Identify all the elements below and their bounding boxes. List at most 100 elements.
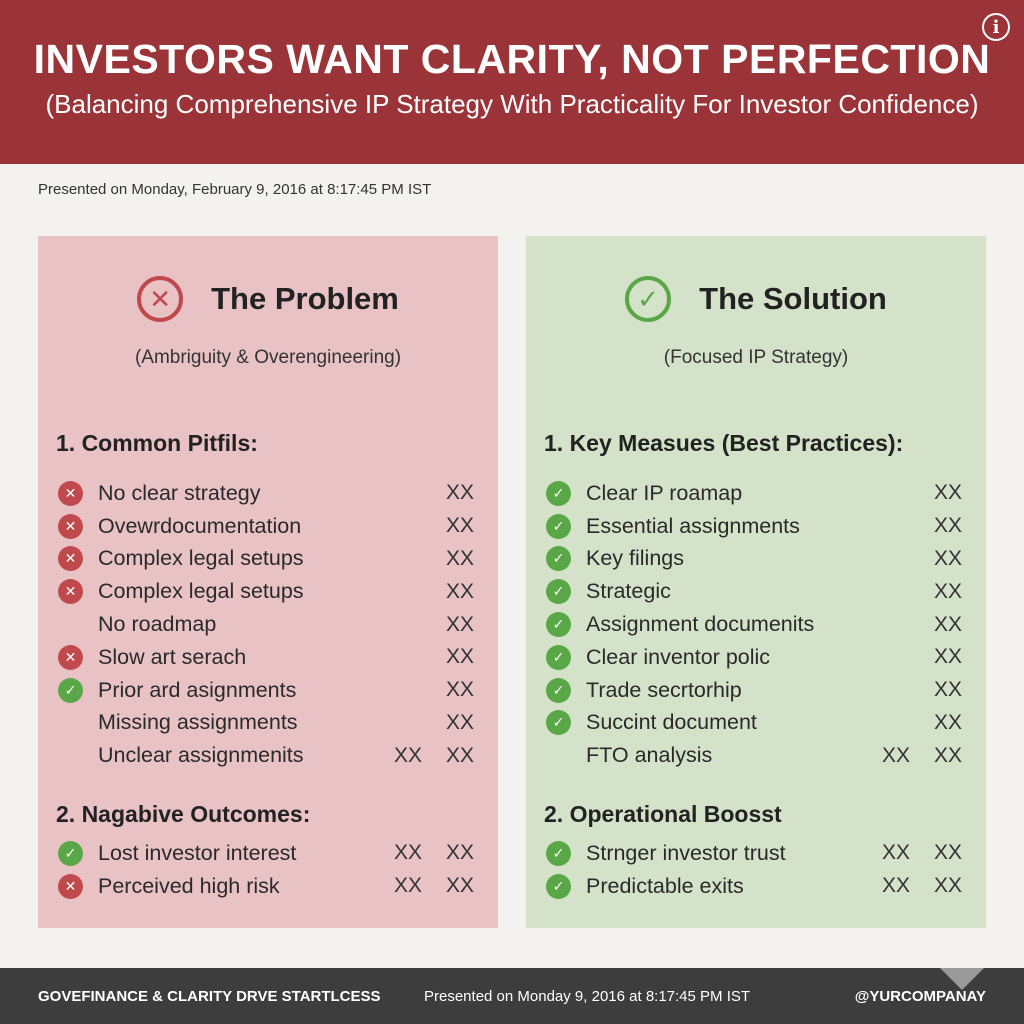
list-item: ✓ Prior ard asignments XX (58, 674, 474, 707)
list-item-value: XX (881, 841, 910, 865)
list-item-label: Clear IP roamap (586, 480, 743, 505)
list-item-values: XX (442, 678, 474, 702)
x-mark-icon: ✕ (58, 644, 83, 670)
check-mark-icon: ✓ (58, 840, 83, 866)
list-item-label: Key filings (586, 546, 684, 571)
list-item-value: XX (393, 874, 422, 898)
list-item-value: XX (933, 481, 962, 505)
solution-header: ✓ The Solution (526, 276, 986, 322)
list-item-values: XX (930, 514, 962, 538)
check-mark-icon: ✓ (546, 480, 571, 506)
info-icon[interactable]: i (982, 13, 1010, 41)
x-mark-icon: ✕ (58, 579, 83, 605)
list-item-values: XX XX (390, 874, 474, 898)
footer-handle: @YURCOMPANAY (854, 988, 986, 1005)
list-item-values: XX (930, 580, 962, 604)
presented-date: Presented on Monday, February 9, 2016 at… (38, 181, 432, 198)
list-item-value: XX (393, 841, 422, 865)
list-item-label: Assignment documenits (586, 612, 815, 637)
list-item-values: XX (930, 547, 962, 571)
list-item-value: XX (445, 612, 474, 636)
list-item-label: Lost investor interest (98, 840, 297, 865)
list-item-values: XX (442, 547, 474, 571)
problem-title: The Problem (211, 281, 399, 316)
list-item-values: XX (930, 481, 962, 505)
page-title: INVESTORS WANT CLARITY, NOT PERFECTION (33, 36, 991, 82)
list-item-label: Perceived high risk (98, 873, 280, 898)
list-item-value: XX (445, 743, 474, 767)
list-item-label: Missing assignments (98, 710, 298, 735)
list-item-label: No roadmap (98, 612, 217, 637)
list-item-value: XX (445, 579, 474, 603)
list-item-label: Trade secrtorhip (586, 677, 742, 702)
list-item-values: XX (930, 678, 962, 702)
list-item: ✕ Perceived high risk XX XX (58, 870, 474, 903)
list-item-label: Strategic (586, 579, 671, 604)
problem-pitfalls-list: ✕ No clear strategy XX ✕ Ovewrdocumentation X… (58, 477, 474, 772)
check-mark-icon: ✓ (546, 579, 571, 605)
list-item-label: Ovewrdocumentation (98, 513, 302, 538)
list-item-values: XX (442, 481, 474, 505)
list-item-value: XX (933, 514, 962, 538)
check-mark-icon: ✓ (546, 840, 571, 866)
list-item-value: XX (933, 546, 962, 570)
blank-icon (58, 612, 83, 637)
solution-section2-title: 2. Operational Boosst (544, 801, 782, 827)
list-item-label: Prior ard asignments (98, 677, 297, 702)
page-subtitle: (Balancing Comprehensive IP Strategy Wit… (45, 89, 979, 119)
list-item-values: XX XX (878, 744, 962, 768)
list-item-values: XX (442, 711, 474, 735)
list-item-label: Strnger investor trust (586, 840, 786, 865)
x-mark-icon: ✕ (58, 873, 83, 899)
list-item: ✓ Strnger investor trust XX XX (546, 837, 962, 870)
footer-tagline: GOVEFINANCE & CLARITY DRVE STARTLCESS (38, 988, 381, 1005)
list-item-values: XX XX (878, 841, 962, 865)
problem-section1-title: 1. Common Pitfils: (56, 430, 258, 456)
list-item-value: XX (933, 710, 962, 734)
list-item-label: Unclear assignmenits (98, 743, 304, 768)
list-item: ✓ Trade secrtorhip XX (546, 674, 962, 707)
problem-section2-title: 2. Nagabive Outcomes: (56, 801, 311, 827)
list-item-value: XX (445, 481, 474, 505)
list-item-label: Complex legal setups (98, 546, 304, 571)
list-item: ✓ Assignment documenits XX (546, 608, 962, 641)
list-item-value: XX (933, 612, 962, 636)
list-item-label: Predictable exits (586, 873, 744, 898)
list-item-label: No clear strategy (98, 480, 261, 505)
solution-boost-list: ✓ Strnger investor trust XX XX ✓ Predictable … (546, 837, 962, 903)
blank-icon (58, 743, 83, 768)
list-item: ✕ Ovewrdocumentation XX (58, 510, 474, 543)
list-item-value: XX (933, 579, 962, 603)
x-mark-icon: ✕ (58, 546, 83, 572)
blank-icon (546, 743, 571, 768)
list-item-value: XX (881, 743, 910, 767)
list-item: ✕ Slow art serach XX (58, 641, 474, 674)
header-banner: INVESTORS WANT CLARITY, NOT PERFECTION (… (0, 0, 1024, 164)
list-item-value: XX (933, 743, 962, 767)
list-item-value: XX (933, 645, 962, 669)
list-item-label: Slow art serach (98, 644, 247, 669)
list-item-values: XX (930, 613, 962, 637)
list-item-value: XX (881, 874, 910, 898)
list-item-values: XX XX (878, 874, 962, 898)
list-item-value: XX (445, 874, 474, 898)
list-item-values: XX (442, 514, 474, 538)
list-item-values: XX XX (390, 841, 474, 865)
list-item: ✕ Complex legal setups XX (58, 575, 474, 608)
list-item: ✕ No clear strategy XX (58, 477, 474, 510)
list-item-values: XX (442, 580, 474, 604)
check-mark-icon: ✓ (546, 612, 571, 638)
check-circle-icon: ✓ (625, 276, 672, 322)
list-item-label: Clear inventor polic (586, 644, 771, 669)
x-circle-icon: ✕ (137, 276, 184, 322)
list-item: ✓ Clear IP roamap XX (546, 477, 962, 510)
solution-measures-list: ✓ Clear IP roamap XX ✓ Essential assignments… (546, 477, 962, 772)
list-item: FTO analysis XX XX (546, 739, 962, 772)
check-mark-icon: ✓ (546, 513, 571, 539)
solution-title: The Solution (699, 281, 887, 316)
list-item-label: Complex legal setups (98, 579, 304, 604)
blank-icon (58, 710, 83, 735)
list-item: ✓ Key filings XX (546, 543, 962, 576)
problem-subtitle: (Ambriguity & Overengineering) (134, 347, 402, 368)
list-item-value: XX (933, 678, 962, 702)
